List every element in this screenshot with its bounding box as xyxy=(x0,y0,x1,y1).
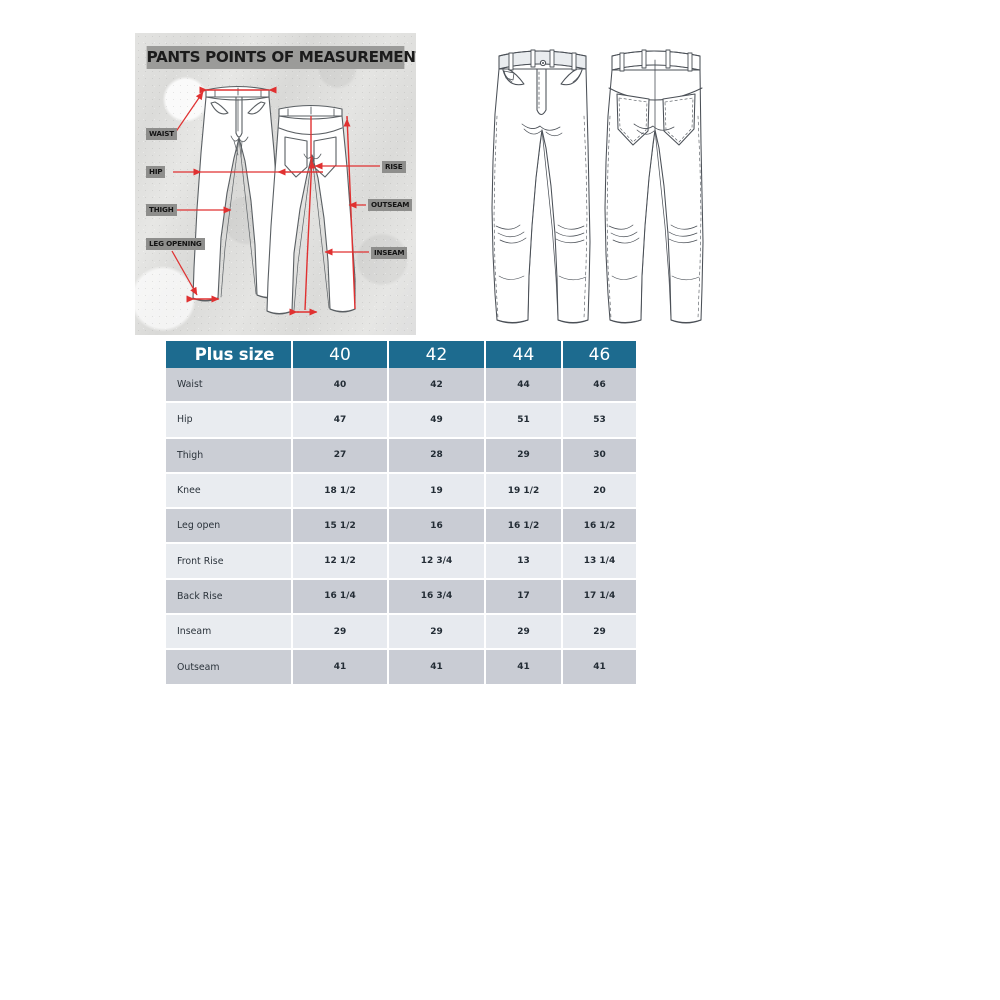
table-row: Thigh 27 28 29 30 xyxy=(166,437,636,474)
header-size-46: 46 xyxy=(562,341,636,368)
table-row: Knee 18 1/2 19 19 1/2 20 xyxy=(166,472,636,510)
cell-back-rise-42: 16 3/4 xyxy=(388,578,486,616)
cell-inseam-46: 29 xyxy=(562,614,636,651)
cell-knee-44: 19 1/2 xyxy=(485,472,563,510)
row-label-hip: Hip xyxy=(166,402,293,439)
plus-size-measurement-table: Plus size 40 42 44 46 Waist 40 42 44 46 … xyxy=(166,341,636,684)
cell-back-rise-44: 17 xyxy=(485,578,563,616)
cell-front-rise-46: 13 1/4 xyxy=(562,543,636,580)
row-label-back-rise: Back Rise xyxy=(166,578,293,616)
cell-inseam-44: 29 xyxy=(485,614,563,651)
cell-thigh-42: 28 xyxy=(388,437,486,474)
row-label-waist: Waist xyxy=(166,368,293,404)
label-waist: WAIST xyxy=(146,128,177,140)
cell-leg-open-46: 16 1/2 xyxy=(562,508,636,545)
cell-knee-42: 19 xyxy=(388,472,486,510)
header-size-44: 44 xyxy=(485,341,563,368)
cell-outseam-40: 41 xyxy=(292,649,389,684)
label-leg-opening: LEG OPENING xyxy=(146,238,205,250)
cell-thigh-44: 29 xyxy=(485,437,563,474)
cell-back-rise-40: 16 1/4 xyxy=(292,578,389,616)
cell-front-rise-40: 12 1/2 xyxy=(292,543,389,580)
size-chart-container: Plus size 40 42 44 46 Waist 40 42 44 46 … xyxy=(166,341,636,684)
cell-waist-46: 46 xyxy=(562,368,636,404)
cell-leg-open-42: 16 xyxy=(388,508,486,545)
label-rise: RISE xyxy=(382,161,406,173)
table-row: Back Rise 16 1/4 16 3/4 17 17 1/4 xyxy=(166,578,636,616)
pants-measurement-diagram: PANTS POINTS OF MEASUREMENT xyxy=(135,33,416,335)
table-row: Front Rise 12 1/2 12 3/4 13 13 1/4 xyxy=(166,543,636,580)
header-plus-size: Plus size xyxy=(166,341,293,368)
cell-thigh-46: 30 xyxy=(562,437,636,474)
cell-hip-40: 47 xyxy=(292,402,389,439)
cell-front-rise-44: 13 xyxy=(485,543,563,580)
cell-knee-46: 20 xyxy=(562,472,636,510)
cell-outseam-44: 41 xyxy=(485,649,563,684)
row-label-thigh: Thigh xyxy=(166,437,293,474)
diagram-artwork xyxy=(171,85,380,316)
label-hip: HIP xyxy=(146,166,166,178)
label-thigh: THIGH xyxy=(146,204,177,216)
row-label-front-rise: Front Rise xyxy=(166,543,293,580)
table-row: Leg open 15 1/2 16 16 1/2 16 1/2 xyxy=(166,508,636,545)
cell-leg-open-44: 16 1/2 xyxy=(485,508,563,545)
row-label-leg-open: Leg open xyxy=(166,508,293,545)
table-row: Waist 40 42 44 46 xyxy=(166,368,636,404)
cell-thigh-40: 27 xyxy=(292,437,389,474)
cell-back-rise-46: 17 1/4 xyxy=(562,578,636,616)
cell-inseam-42: 29 xyxy=(388,614,486,651)
cell-waist-42: 42 xyxy=(388,368,486,404)
cell-waist-44: 44 xyxy=(485,368,563,404)
label-inseam: INSEAM xyxy=(371,247,408,259)
row-label-inseam: Inseam xyxy=(166,614,293,651)
cell-waist-40: 40 xyxy=(292,368,389,404)
header-size-42: 42 xyxy=(388,341,486,368)
jeans-technical-flat-sketch xyxy=(491,49,704,324)
diagram-title: PANTS POINTS OF MEASUREMENT xyxy=(146,46,416,69)
cell-leg-open-40: 15 1/2 xyxy=(292,508,389,545)
cell-knee-40: 18 1/2 xyxy=(292,472,389,510)
row-label-knee: Knee xyxy=(166,472,293,510)
label-outseam: OUTSEAM xyxy=(368,199,413,211)
cell-outseam-42: 41 xyxy=(388,649,486,684)
cell-outseam-46: 41 xyxy=(562,649,636,684)
table-row: Hip 47 49 51 53 xyxy=(166,402,636,439)
cell-hip-42: 49 xyxy=(388,402,486,439)
table-header: Plus size 40 42 44 46 xyxy=(166,341,636,368)
table-row: Inseam 29 29 29 29 xyxy=(166,614,636,651)
cell-inseam-40: 29 xyxy=(292,614,389,651)
row-label-outseam: Outseam xyxy=(166,649,293,684)
table-row: Outseam 41 41 41 41 xyxy=(166,649,636,684)
table-body: Waist 40 42 44 46 Hip 47 49 51 53 Thigh … xyxy=(166,368,636,684)
cell-front-rise-42: 12 3/4 xyxy=(388,543,486,580)
cell-hip-46: 53 xyxy=(562,402,636,439)
header-size-40: 40 xyxy=(292,341,389,368)
cell-hip-44: 51 xyxy=(485,402,563,439)
table-header-row: Plus size 40 42 44 46 xyxy=(166,341,636,368)
